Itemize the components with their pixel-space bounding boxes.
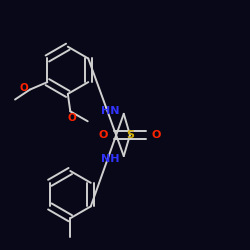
Text: NH: NH [101, 154, 119, 164]
Text: HN: HN [101, 106, 119, 116]
Text: O: O [67, 112, 76, 122]
Text: O: O [152, 130, 161, 140]
Text: O: O [99, 130, 108, 140]
Text: O: O [19, 83, 28, 93]
Text: S: S [126, 130, 134, 140]
